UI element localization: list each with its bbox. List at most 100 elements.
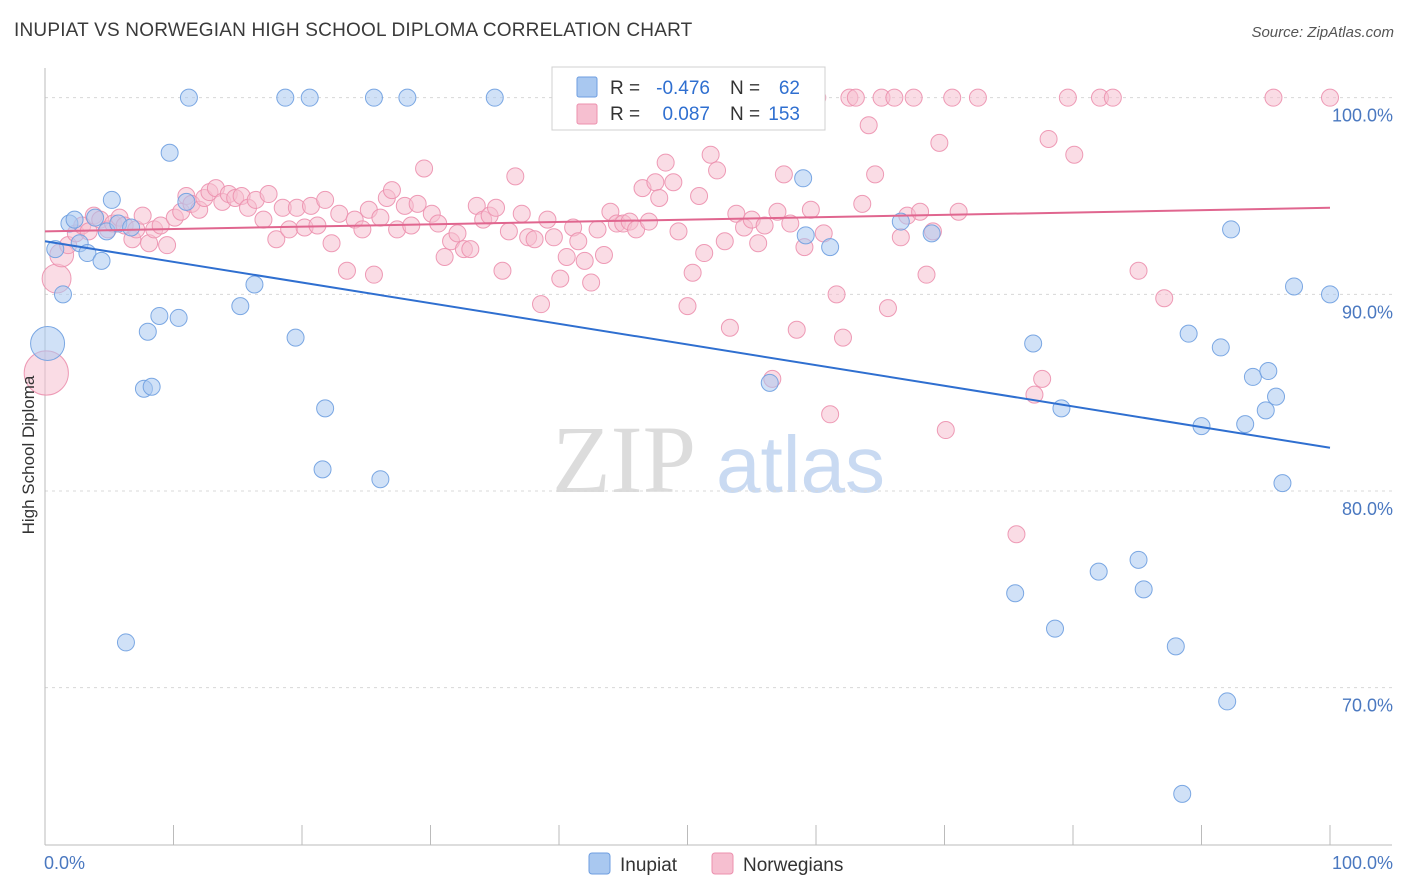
legend-inupiat-swatch	[588, 852, 611, 875]
inupiat-point	[1243, 367, 1262, 386]
norwegians-point	[435, 247, 454, 266]
norwegians-point	[715, 232, 734, 251]
trend-lines	[44, 206, 1331, 449]
inupiat-point	[1166, 637, 1185, 656]
bottom-legend: Inupiat Norwegians	[588, 852, 843, 876]
inupiat-point	[53, 285, 72, 304]
inupiat-point	[796, 226, 815, 245]
norwegians-point	[408, 194, 427, 213]
norwegians-point	[664, 173, 683, 192]
norwegians-point	[930, 133, 949, 152]
inupiat-r-label: R =	[610, 78, 640, 99]
norwegians-point	[588, 220, 607, 239]
inupiat-n-value: 62	[779, 78, 800, 99]
source-credit: Source: ZipAtlas.com	[1251, 24, 1394, 41]
norwegians-point	[499, 222, 518, 241]
norwegians-point	[917, 265, 936, 284]
inupiat-point	[1211, 338, 1230, 357]
norwegians-point	[646, 173, 665, 192]
norwegians-point	[133, 206, 152, 225]
norwegians-point	[512, 204, 531, 223]
norwegians-point	[878, 299, 897, 318]
norwegians-point	[1264, 88, 1283, 107]
y-tick-label: 70.0%	[1342, 696, 1393, 716]
norwegians-point	[936, 421, 955, 440]
norwegians-point	[669, 222, 688, 241]
y-tick-label: 90.0%	[1342, 302, 1393, 322]
norwegians-point	[448, 224, 467, 243]
norwegians-point	[846, 88, 865, 107]
norwegians-point	[885, 88, 904, 107]
norwegians-point	[650, 188, 669, 207]
inupiat-point	[102, 190, 121, 209]
norwegians-point	[787, 320, 806, 339]
norwegians-point	[353, 220, 372, 239]
norwegians-point	[690, 187, 709, 205]
inupiat-point	[1273, 474, 1292, 493]
inupiat-point	[760, 373, 779, 392]
norwegians-point	[382, 181, 401, 200]
inupiat-point	[245, 275, 264, 294]
inupiat-point	[1259, 362, 1278, 381]
inupiat-point	[922, 224, 941, 243]
inupiat-point	[116, 633, 135, 652]
x-tick-label-min: 0.0%	[44, 853, 85, 873]
inupiat-point	[86, 208, 105, 227]
legend-norwegians-swatch	[711, 852, 734, 875]
norwegians-point	[1039, 129, 1058, 148]
inupiat-point	[177, 192, 196, 211]
y-tick-label: 80.0%	[1342, 499, 1393, 519]
inupiat-point	[1179, 324, 1198, 343]
norwegians-point	[891, 228, 910, 247]
norwegians-point	[1129, 261, 1148, 280]
inupiat-point	[150, 306, 169, 325]
norwegians-point	[532, 295, 551, 314]
inupiat-point	[364, 88, 383, 107]
norwegians-point	[316, 190, 335, 209]
inupiat-point	[1256, 401, 1275, 420]
norwegians-point	[683, 263, 702, 282]
inupiat-point	[1236, 415, 1255, 434]
norwegians-point	[821, 405, 840, 424]
norwegians-n-label: N =	[730, 104, 760, 125]
norwegians-point	[1007, 525, 1026, 544]
norwegians-point	[575, 251, 594, 270]
norwegians-point	[720, 318, 739, 337]
inupiat-point	[30, 326, 66, 361]
chart-title: INUPIAT VS NORWEGIAN HIGH SCHOOL DIPLOMA…	[14, 20, 693, 41]
norwegians-points	[23, 88, 1339, 544]
norwegians-point	[364, 265, 383, 284]
norwegians-point	[774, 165, 793, 184]
inupiat-point	[160, 143, 179, 162]
inupiat-point	[1046, 619, 1065, 638]
norwegians-point	[337, 261, 356, 280]
inupiat-n-label: N =	[730, 78, 760, 99]
norwegians-point	[911, 202, 930, 221]
norwegians-point	[904, 88, 923, 107]
norwegians-point	[827, 285, 846, 304]
axes	[44, 68, 1392, 846]
norwegians-point	[866, 165, 885, 184]
norwegians-point	[656, 153, 675, 172]
norwegians-point	[949, 202, 968, 221]
y-tick-labels: 70.0% 80.0% 90.0% 100.0%	[1332, 106, 1393, 716]
norwegians-point	[801, 200, 820, 219]
inupiat-point	[122, 218, 141, 237]
inupiat-point	[286, 328, 305, 347]
norwegians-point	[158, 236, 177, 255]
norwegians-point	[551, 269, 570, 288]
inupiat-point	[138, 322, 157, 341]
norwegians-point	[594, 246, 613, 264]
inupiat-point	[276, 88, 295, 107]
inupiat-point	[485, 88, 504, 107]
norwegians-point	[833, 328, 852, 347]
inupiat-point	[92, 251, 111, 270]
norwegians-point	[371, 208, 390, 227]
norwegians-point	[267, 230, 286, 249]
norwegians-point	[768, 202, 787, 221]
inupiat-point	[1218, 692, 1237, 711]
norwegians-point	[461, 240, 480, 259]
inupiat-point	[1052, 399, 1071, 418]
inupiat-point	[142, 377, 161, 396]
